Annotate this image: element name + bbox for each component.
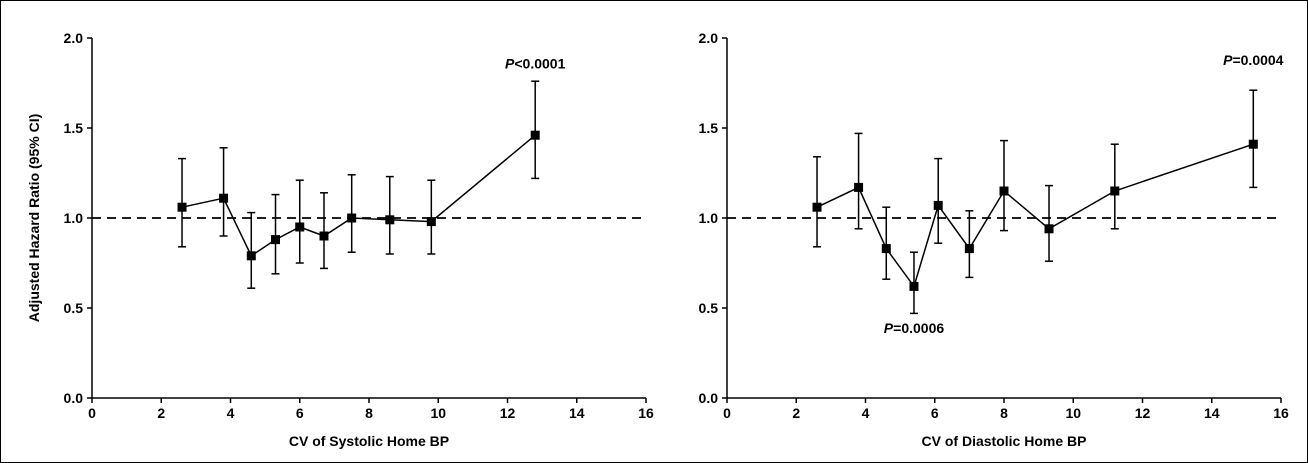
panel-2-y-tick-label: 1.5 <box>699 120 719 136</box>
panel-1-x-tick-label: 14 <box>569 405 585 421</box>
panel-1-x-tick-label: 2 <box>157 405 165 421</box>
panel-2-y-tick-label: 2.0 <box>699 30 719 46</box>
panel-1-data-point <box>530 130 540 140</box>
panel-1-x-tick-label: 16 <box>638 405 654 421</box>
panel-2-data-point <box>812 202 822 212</box>
panel-1-y-tick-label: 1.5 <box>64 120 84 136</box>
panel-2-y-tick-label: 1.0 <box>699 210 719 226</box>
panel-2-data-point <box>1110 186 1120 196</box>
panel-2-data-point <box>881 244 891 254</box>
panel-1-y-tick-label: 0.0 <box>64 390 84 406</box>
panel-1-data-point <box>271 235 281 245</box>
panel-1-series-line <box>181 134 536 257</box>
panel-1-y-tick-label: 0.5 <box>64 300 84 316</box>
panel-1-x-tick-label: 10 <box>430 405 446 421</box>
panel-1-data-point <box>347 213 357 223</box>
panel-1-p-value-label: P<0.0001 <box>505 56 566 72</box>
panel-2-p-value-label: P=0.0006 <box>884 320 945 336</box>
panel-2-data-point <box>964 244 974 254</box>
panel-1-y-tick-label: 1.0 <box>64 210 84 226</box>
panel-2-x-tick-label: 4 <box>862 405 870 421</box>
panel-2-x-axis-label: CV of Diastolic Home BP <box>922 433 1087 449</box>
panel-2-x-tick-label: 2 <box>792 405 800 421</box>
panel-1-y-tick-label: 2.0 <box>64 30 84 46</box>
panel-2-p-value-label: P=0.0004 <box>1223 52 1284 68</box>
panel-2-data-point <box>1044 224 1054 234</box>
panel-1-x-tick-label: 12 <box>500 405 516 421</box>
panel-1-x-tick-label: 8 <box>365 405 373 421</box>
panel-1-data-point <box>319 231 329 241</box>
panel-2-data-point <box>909 281 919 291</box>
panel-2-data-point <box>854 182 864 192</box>
panel-1-x-tick-label: 6 <box>296 405 304 421</box>
panel-2-series-line <box>816 143 1254 289</box>
panel-2-data-point <box>1248 139 1258 149</box>
panel-1-data-point <box>385 215 395 225</box>
panel-2-y-tick-label: 0.5 <box>699 300 719 316</box>
panel-2-x-tick-label: 6 <box>931 405 939 421</box>
panel-1-x-tick-label: 4 <box>227 405 235 421</box>
panel-2-x-tick-label: 16 <box>1273 405 1289 421</box>
panel-1-data-point <box>219 193 229 203</box>
panel-2-y-tick-label: 0.0 <box>699 390 719 406</box>
panel-2-x-tick-label: 10 <box>1065 405 1081 421</box>
panel-2-data-point <box>999 186 1009 196</box>
panel-2-x-tick-label: 8 <box>1000 405 1008 421</box>
panel-1-data-point <box>177 202 187 212</box>
panel-1-data-point <box>246 251 256 261</box>
panel-2-x-tick-label: 14 <box>1204 405 1220 421</box>
panel-2-x-tick-label: 0 <box>723 405 731 421</box>
panel-1-x-tick-label: 0 <box>88 405 96 421</box>
panel-1-data-point <box>426 217 436 227</box>
panel-1-data-point <box>295 222 305 232</box>
panel-2-x-tick-label: 12 <box>1135 405 1151 421</box>
panel-1-y-axis-label: Adjusted Hazard Ratio (95% CI) <box>26 114 42 322</box>
panel-2-data-point <box>933 200 943 210</box>
panel-1-x-axis-label: CV of Systolic Home BP <box>289 433 449 449</box>
